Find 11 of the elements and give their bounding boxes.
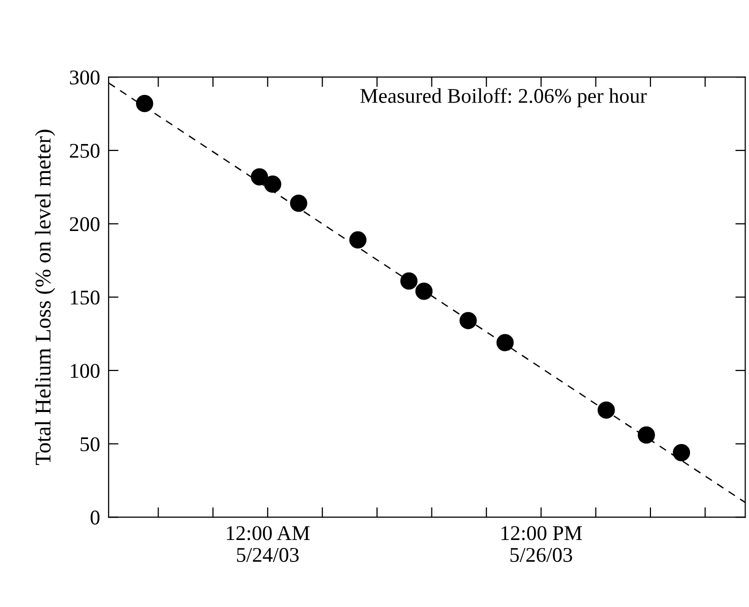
x-tick-label: 12:00 PM 5/26/03 [502, 526, 582, 562]
y-tick-label: 0 [90, 510, 100, 525]
y-tick-label: 300 [70, 70, 100, 85]
y-tick-label: 100 [70, 364, 100, 378]
x-tick-label: 12:00 AM 5/24/03 [226, 526, 310, 562]
annotation: Measured Boiloff: 2.06% per hour [360, 88, 647, 108]
y-tick-label: 150 [70, 290, 100, 305]
y-tick-label: 50 [80, 437, 100, 452]
y-tick-label: 200 [70, 217, 100, 232]
y-tick-label: 250 [70, 144, 100, 158]
y-axis-title: Total Helium Loss (% on level meter) [34, 130, 56, 466]
